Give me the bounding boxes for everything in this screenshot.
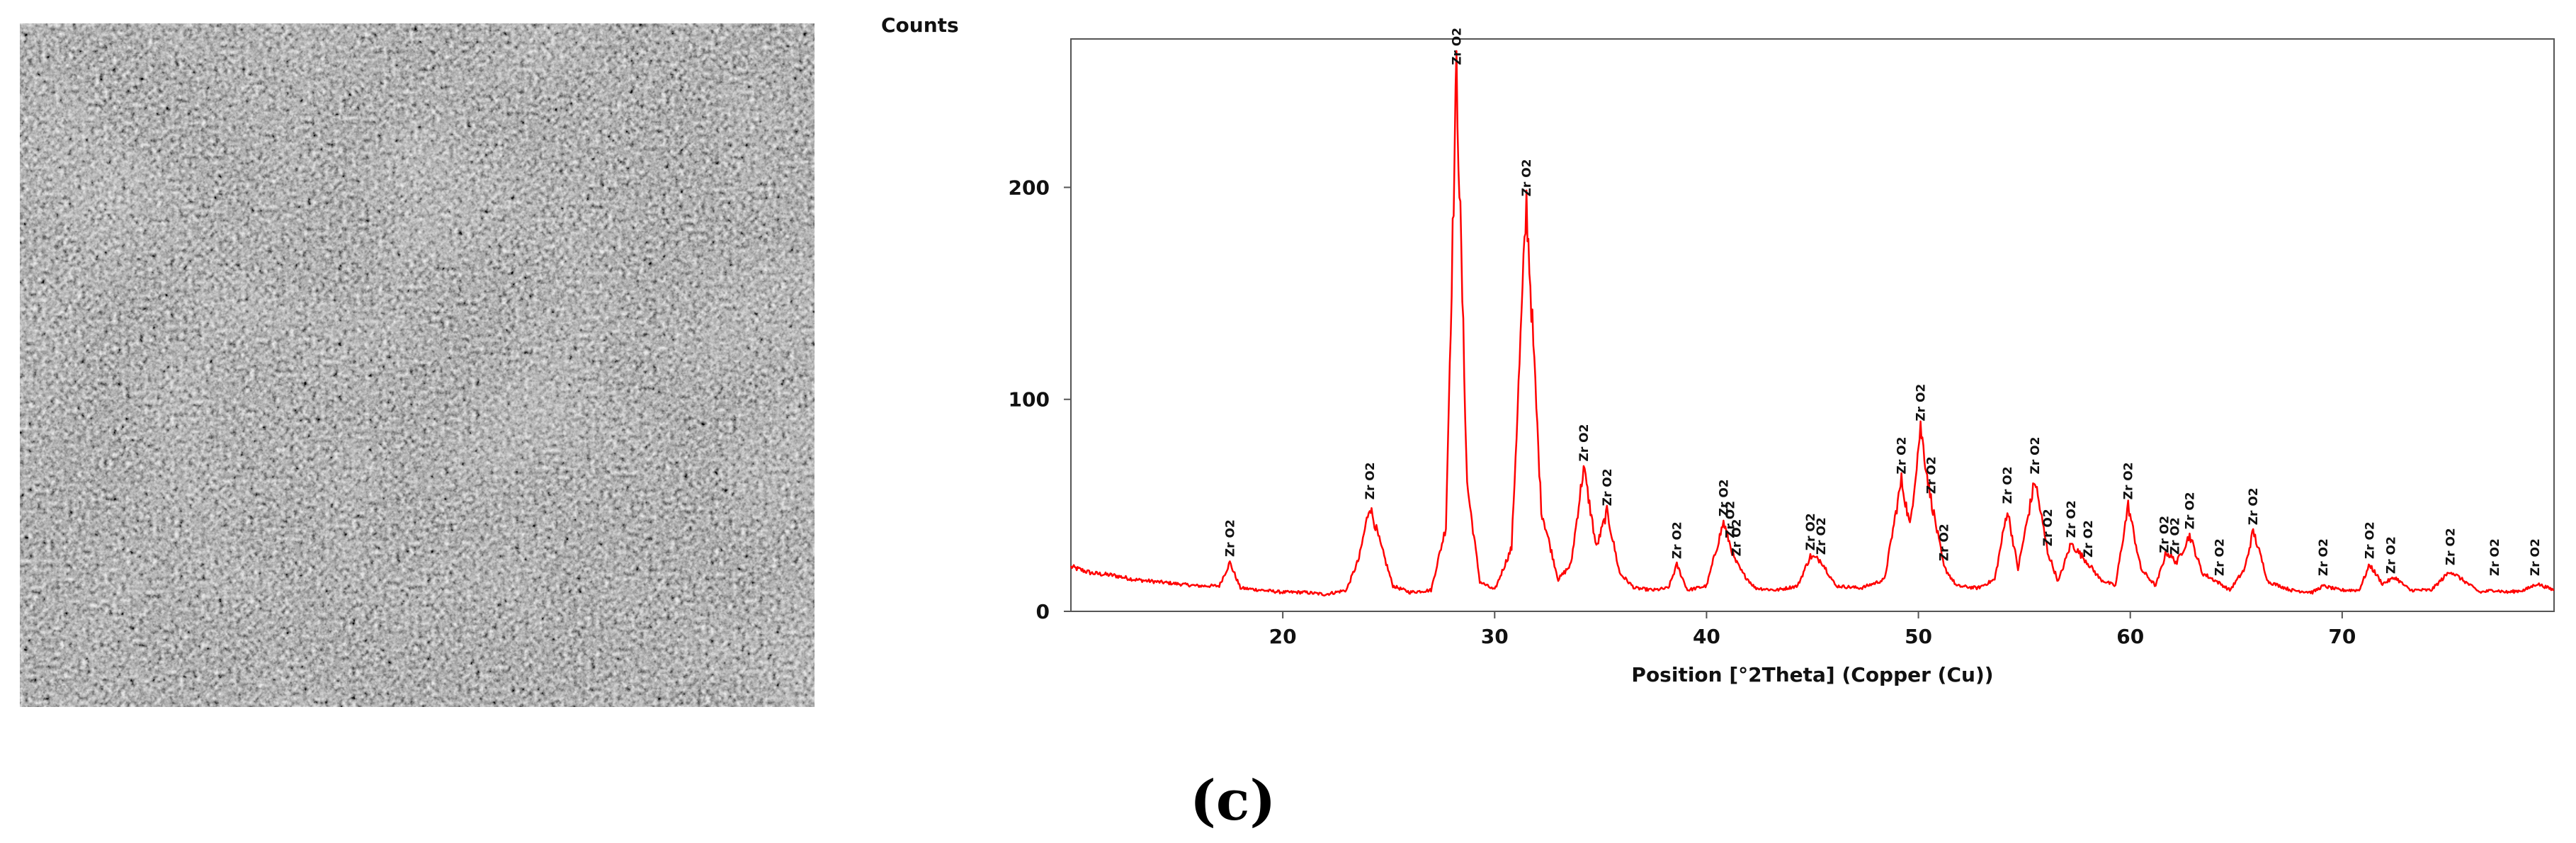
peak-label: Zr O2 xyxy=(2158,516,2172,553)
peak-label: Zr O2 xyxy=(2444,528,2458,565)
peak-label: Zr O2 xyxy=(2122,462,2136,499)
peak-label: Zr O2 xyxy=(2529,538,2543,576)
x-tick-label: 40 xyxy=(1693,625,1720,648)
peak-label: Zr O2 xyxy=(2385,536,2399,574)
series-line-zro2 xyxy=(1069,50,2555,597)
y-tick-label: 200 xyxy=(1009,176,1050,199)
y-tick-label: 0 xyxy=(1036,600,1050,623)
peak-label: Zr O2 xyxy=(2488,538,2502,576)
peak-label: Zr O2 xyxy=(1723,501,1737,538)
plot-frame xyxy=(1070,38,2555,612)
peak-label: Zr O2 xyxy=(1671,521,1685,559)
peak-label: Zr O2 xyxy=(1895,437,1910,475)
peak-label: Zr O2 xyxy=(2364,521,2378,559)
peak-label: Zr O2 xyxy=(2213,538,2227,576)
y-tick-label: 100 xyxy=(1009,388,1050,412)
peak-label: Zr O2 xyxy=(1717,479,1731,516)
peak-label: Zr O2 xyxy=(1730,519,1744,557)
peak-label: Zr O2 xyxy=(2041,509,2055,546)
peak-label: Zr O2 xyxy=(2082,520,2096,558)
x-tick-label: 50 xyxy=(1905,625,1932,648)
peak-label: Zr O2 xyxy=(1804,513,1818,550)
peak-label: Zr O2 xyxy=(1815,517,1829,555)
peak-label: Zr O2 xyxy=(1363,462,1378,499)
peak-label: Zr O2 xyxy=(2247,487,2261,525)
x-tick-label: 70 xyxy=(2328,625,2356,648)
peak-label: Zr O2 xyxy=(2065,500,2079,538)
y-axis-label: Counts xyxy=(881,13,959,37)
x-tick-label: 60 xyxy=(2116,625,2144,648)
sem-micrograph xyxy=(20,23,815,707)
peak-label: Zr O2 xyxy=(1577,424,1591,462)
peak-label: Zr O2 xyxy=(1925,456,1939,494)
x-axis-ticks: 20 30 40 50 60 70 xyxy=(1269,611,2356,648)
x-tick-label: 20 xyxy=(1269,625,1297,648)
x-axis-label: Position [°2Theta] (Copper (Cu)) xyxy=(1631,663,1993,686)
peak-label: Zr O2 xyxy=(2183,492,2197,529)
x-tick-label: 30 xyxy=(1481,625,1509,648)
peak-label: Zr O2 xyxy=(2029,437,2043,475)
peak-label: Zr O2 xyxy=(2169,517,2183,555)
peak-label: Zr O2 xyxy=(2317,538,2331,576)
peak-label: Zr O2 xyxy=(1937,524,1951,561)
peak-label: Zr O2 xyxy=(1450,28,1464,65)
peak-label: Zr O2 xyxy=(1601,468,1615,506)
peak-label: Zr O2 xyxy=(1914,384,1929,422)
y-axis-ticks: 0 100 200 xyxy=(1009,176,1071,623)
peak-label: Zr O2 xyxy=(1520,159,1534,197)
peak-label: Zr O2 xyxy=(2001,466,2015,504)
figure-caption: (c) xyxy=(1190,769,1276,833)
peak-label: Zr O2 xyxy=(1223,519,1237,557)
